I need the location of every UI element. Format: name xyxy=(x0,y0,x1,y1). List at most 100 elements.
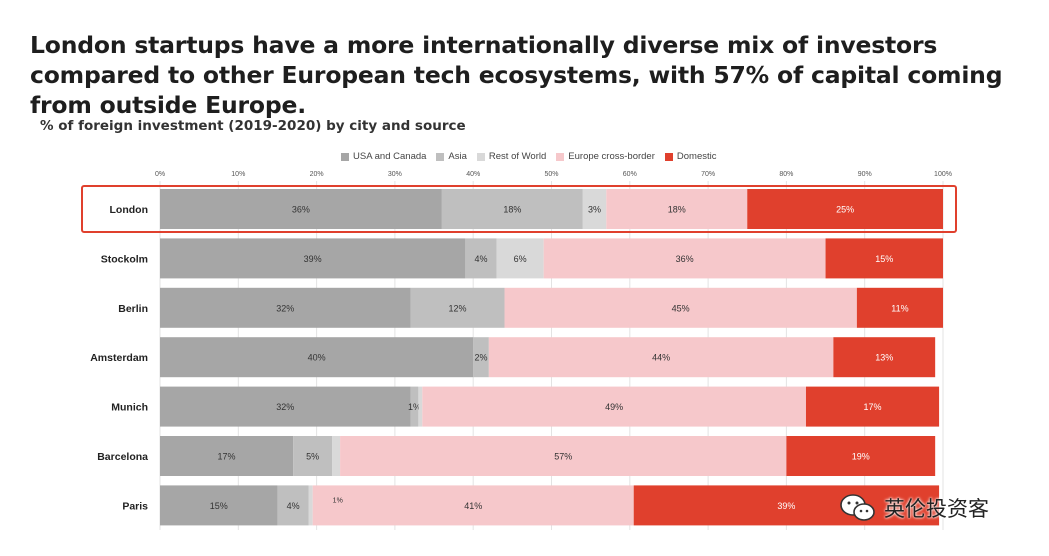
category-label: Munich xyxy=(111,402,148,414)
data-label: 5% xyxy=(306,452,319,462)
bar-segment xyxy=(160,386,411,427)
data-label: 39% xyxy=(777,501,795,511)
x-tick-label: 60% xyxy=(623,171,637,178)
bar-segment xyxy=(410,287,505,328)
category-label: Stockolm xyxy=(101,253,148,265)
x-tick-label: 90% xyxy=(858,171,872,178)
data-label: 32% xyxy=(276,303,294,313)
bar-segment xyxy=(825,238,943,279)
bar-segment xyxy=(606,189,748,229)
bar-segment xyxy=(160,485,278,526)
bar-segment xyxy=(160,436,294,476)
data-label: 17% xyxy=(218,452,236,462)
legend-swatch xyxy=(664,152,673,161)
legend-swatch xyxy=(556,152,565,161)
x-tick-label: 0% xyxy=(155,171,165,178)
data-label: 17% xyxy=(864,402,882,412)
x-tick-label: 100% xyxy=(934,171,952,178)
x-tick-label: 50% xyxy=(544,171,558,178)
legend-label: Rest of World xyxy=(488,151,547,162)
bar-segment xyxy=(160,238,466,279)
data-label: 25% xyxy=(836,205,854,215)
x-tick-label: 70% xyxy=(701,171,715,178)
bar-segment xyxy=(504,287,857,328)
bar-segment xyxy=(582,189,607,229)
bar-segment xyxy=(410,386,419,427)
category-label: Amsterdam xyxy=(90,352,148,364)
legend-item-rest-of-world: Rest of World xyxy=(476,151,547,162)
bar-segment xyxy=(543,238,826,279)
legend-item-asia: Asia xyxy=(436,151,467,162)
data-label: 13% xyxy=(875,353,893,363)
watermark: 英伦投资客 xyxy=(838,492,989,524)
bar-segment xyxy=(856,287,943,328)
data-label: 19% xyxy=(852,452,870,462)
category-label: Paris xyxy=(122,500,148,512)
x-tick-label: 20% xyxy=(310,171,324,178)
bar-segment xyxy=(786,436,936,476)
legend-item-europe-cross-border: Europe cross-border xyxy=(556,151,655,162)
bar-segment xyxy=(160,189,442,229)
bar-segment xyxy=(805,386,940,427)
wechat-icon xyxy=(840,494,875,521)
watermark-text: 英伦投资客 xyxy=(884,497,989,521)
data-label: 18% xyxy=(668,205,686,215)
data-label: 41% xyxy=(464,501,482,511)
headline: London startups have a more internationa… xyxy=(30,31,1003,119)
bar-segment xyxy=(633,485,940,526)
annotation-label: 1% xyxy=(333,497,343,504)
category-label: Berlin xyxy=(118,303,148,315)
x-tick-label: 40% xyxy=(466,171,480,178)
x-tick-label: 80% xyxy=(779,171,793,178)
legend-label: Domestic xyxy=(676,151,717,162)
data-label: 36% xyxy=(292,205,310,215)
data-label: 45% xyxy=(672,303,690,313)
data-label: 39% xyxy=(304,254,322,264)
data-label: 2% xyxy=(475,353,488,363)
data-label: 1% xyxy=(408,402,421,412)
bar-segment xyxy=(488,337,834,378)
legend-label: USA and Canada xyxy=(353,151,427,162)
data-label: 4% xyxy=(287,501,300,511)
legend-item-domestic: Domestic xyxy=(664,151,717,162)
x-tick-label: 30% xyxy=(388,171,402,178)
bar-segment xyxy=(160,287,411,328)
bar-segment xyxy=(465,238,497,279)
data-label: 49% xyxy=(605,402,623,412)
data-label: 44% xyxy=(652,353,670,363)
data-label: 40% xyxy=(308,353,326,363)
bar-segment xyxy=(308,485,313,526)
category-label: London xyxy=(110,204,148,216)
data-label: 15% xyxy=(210,501,228,511)
bar-segment xyxy=(441,189,583,229)
legend-label: Asia xyxy=(448,151,467,162)
bar-segment xyxy=(833,337,936,378)
data-label: 11% xyxy=(891,303,908,313)
data-label: 36% xyxy=(676,254,694,264)
bar-segment xyxy=(160,337,474,378)
legend-swatch xyxy=(436,152,445,161)
legend-swatch xyxy=(341,152,349,161)
data-label: 12% xyxy=(449,303,467,313)
bar-segment xyxy=(422,386,806,427)
data-label: 15% xyxy=(875,254,893,264)
legend-swatch xyxy=(476,152,485,161)
legend-item-usa-canada: USA and Canada xyxy=(341,151,426,162)
chart-subtitle: % of foreign investment (2019-2020) by c… xyxy=(40,118,466,134)
data-label: 6% xyxy=(514,254,527,264)
highlight-box xyxy=(81,185,957,233)
bar-segment xyxy=(473,337,489,378)
bar-segment xyxy=(332,436,341,476)
bar-segment xyxy=(293,436,333,476)
data-label: 57% xyxy=(554,452,572,462)
data-label: 18% xyxy=(503,205,521,215)
legend-label: Europe cross-border xyxy=(568,151,655,162)
bar-segment xyxy=(418,386,423,427)
legend: USA and Canada Asia Rest of World Europe… xyxy=(341,151,716,162)
bar-segment xyxy=(340,436,787,476)
bar-segment xyxy=(312,485,634,526)
data-label: 32% xyxy=(276,402,294,412)
bar-segment xyxy=(747,189,943,229)
x-tick-label: 10% xyxy=(231,171,245,178)
